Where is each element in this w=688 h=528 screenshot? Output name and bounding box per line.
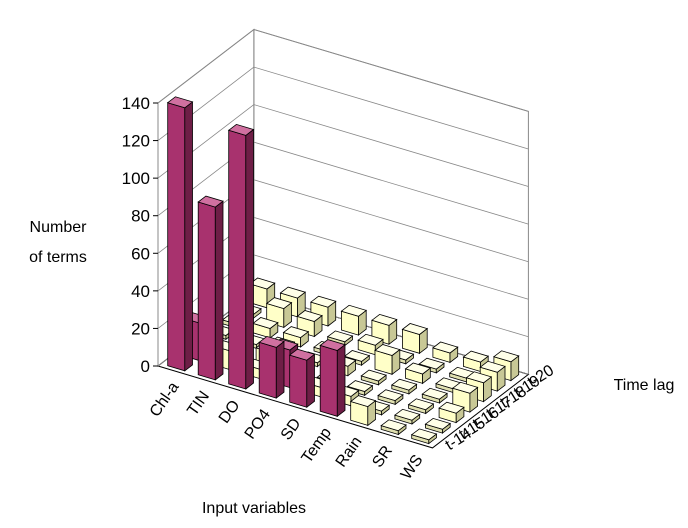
x-tick-label: DO: [216, 397, 244, 426]
gridline: [157, 29, 529, 112]
y-tick-label: 40: [131, 282, 150, 301]
x-tick-label: Temp: [299, 425, 335, 467]
bar-Temp-t-14: [319, 339, 346, 418]
y-tick-label: 60: [131, 244, 150, 263]
bar-Temp-t-20: [401, 323, 429, 355]
gridline: [157, 104, 529, 187]
x-tick-label: TIN: [184, 388, 213, 419]
bar-Chl-a-t-14: [166, 96, 194, 372]
bar-Rain-t-20: [432, 341, 459, 364]
y-tick-labels: 0 20 40 60 80 100 120 140: [122, 94, 158, 376]
x-tick-label: SD: [278, 415, 305, 443]
bar-Rain-t-16: [377, 389, 404, 406]
y-tick-label: 100: [122, 169, 150, 188]
bar-Rain-t-18: [404, 362, 432, 385]
y-tick-label: 20: [131, 319, 150, 338]
y-tick-label: 140: [122, 94, 150, 113]
bar-WS-t-16: [438, 401, 465, 424]
bar-Temp-t-18: [374, 344, 401, 376]
bar-Rain-t-14: [349, 395, 377, 427]
x-tick-label: Chl-a: [147, 379, 183, 420]
bar-SR-t-15: [394, 408, 421, 425]
bar-PO4-t-14: [258, 335, 285, 399]
y-tick-label: 80: [131, 207, 150, 226]
bar-DO-t-14: [227, 123, 255, 390]
bar-WS-t-15: [424, 417, 452, 434]
y-tick-label: 0: [141, 357, 150, 376]
bar-SD-t-14: [288, 348, 316, 409]
bar-SR-t-14: [380, 419, 407, 436]
bar-SR-t-16: [407, 398, 435, 415]
bar-PO4-t-20: [340, 304, 368, 336]
gridline: [157, 66, 529, 150]
bar-SR-t-17: [421, 387, 448, 404]
bar-WS-t-14: [410, 428, 438, 445]
x-tick-label: SR: [369, 443, 396, 471]
bar-TIN-t-14: [197, 195, 224, 381]
x-tick-label: PO4: [242, 406, 274, 442]
bar-Temp-t-17: [360, 369, 387, 386]
y-tick-label: 120: [122, 132, 150, 151]
bars: [166, 96, 520, 445]
y-axis-title-line1: Number: [30, 219, 88, 236]
bar-Rain-t-17: [390, 378, 418, 395]
bar-TIN-t-18: [252, 317, 279, 339]
x-tick-label: Rain: [333, 434, 366, 471]
x-tick-label: WS: [398, 452, 427, 483]
x-axis-title: Input variables: [202, 500, 306, 517]
z-axis-title: Time lag: [614, 377, 675, 394]
bar-SD-t-20: [371, 313, 398, 346]
bar-TIN-t-19: [265, 297, 293, 329]
y-axis-title-line2: of terms: [29, 249, 87, 266]
